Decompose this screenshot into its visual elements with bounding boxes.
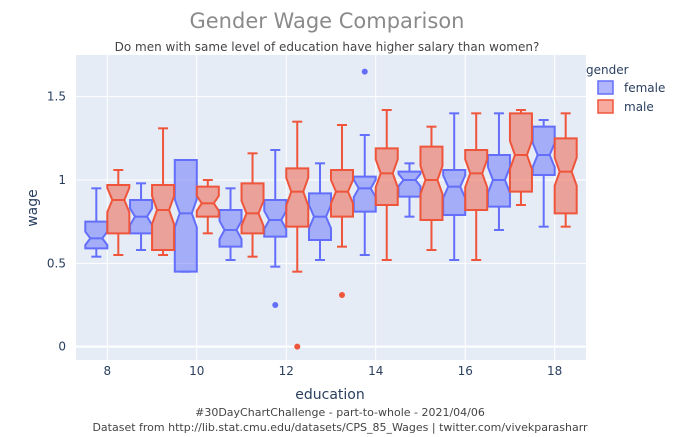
box-body: [240, 182, 265, 235]
legend-item-female[interactable]: female: [597, 80, 665, 95]
box-body: [397, 170, 422, 198]
y-tick-label: 0: [58, 340, 66, 354]
y-tick-label: 1: [58, 173, 66, 187]
box-male-15: [419, 125, 444, 251]
box-female-18: [531, 119, 556, 228]
box-male-11: [240, 152, 265, 258]
x-axis-title: education: [295, 387, 364, 403]
x-tick-label: 12: [279, 364, 294, 378]
box-body: [464, 149, 489, 211]
box-female-16: [442, 112, 467, 261]
box-male-14: [374, 109, 399, 261]
chart-title: Gender Wage Comparison: [189, 9, 464, 33]
box-body: [173, 159, 198, 273]
y-tick-label: 0.5: [47, 256, 66, 270]
box-body: [531, 125, 556, 176]
y-axis-title: wage: [25, 189, 41, 227]
box-body: [419, 145, 444, 221]
box-male-18: [553, 112, 578, 228]
outlier-point: [361, 68, 368, 75]
caption-line-2: Dataset from http://lib.stat.cmu.edu/dat…: [92, 421, 588, 434]
box-body: [374, 147, 399, 206]
box-female-10: [173, 159, 198, 273]
legend-swatch-female: [597, 80, 614, 95]
legend-label-female: female: [624, 81, 665, 95]
x-axis-ticks: 8 10 12 14 16 18: [103, 364, 562, 378]
box-female-14: [352, 68, 377, 256]
box-body: [263, 199, 288, 238]
box-body: [218, 209, 243, 248]
box-body: [106, 184, 131, 235]
box-body: [330, 169, 354, 218]
box-body: [442, 169, 467, 216]
box-female-17: [486, 112, 511, 231]
legend-label-male: male: [624, 100, 654, 114]
outlier-point: [272, 302, 279, 308]
box-male-8: [106, 169, 131, 256]
y-tick-label: 1.5: [47, 90, 66, 104]
box-male-16: [464, 112, 489, 261]
box-body: [508, 112, 533, 193]
y-axis-ticks: 0 0.5 1 1.5: [47, 90, 66, 354]
box-body: [84, 220, 109, 250]
box-female-11: [218, 187, 243, 261]
legend: gender female male: [586, 63, 665, 114]
box-male-9: [151, 127, 176, 256]
box-body: [285, 167, 310, 228]
x-tick-label: 18: [547, 364, 562, 378]
outlier-point: [294, 343, 301, 350]
x-tick-label: 10: [189, 364, 204, 378]
legend-title[interactable]: gender: [586, 63, 629, 77]
box-male-12: [285, 120, 310, 350]
chart-subtitle: Do men with same level of education have…: [115, 40, 540, 54]
box-male-17: [508, 109, 533, 206]
box-female-15: [397, 162, 422, 218]
box-plots: [84, 68, 578, 350]
box-body: [195, 185, 220, 218]
x-tick-label: 16: [458, 364, 473, 378]
box-body: [553, 137, 578, 215]
legend-item-male[interactable]: male: [597, 99, 654, 114]
x-tick-label: 14: [368, 364, 383, 378]
legend-swatch-male: [597, 99, 614, 114]
box-male-13: [330, 124, 354, 298]
outlier-point: [339, 292, 345, 298]
box-body: [352, 175, 377, 213]
box-body: [151, 184, 176, 251]
x-tick-label: 8: [103, 364, 111, 378]
box-male-10: [195, 179, 220, 235]
caption-line-1: #30DayChartChallenge - part-to-whole - 2…: [195, 406, 485, 419]
